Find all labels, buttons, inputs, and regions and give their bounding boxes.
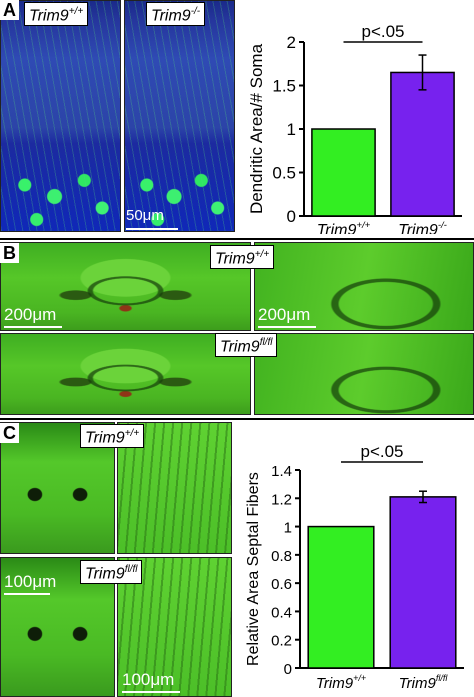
genotype-sup: fl/fl <box>124 564 138 575</box>
significance-label: p<.05 <box>361 22 404 41</box>
micrograph-a-knockout <box>124 0 235 232</box>
panel-letter-c: C <box>0 423 19 443</box>
category-label: Trim9-/- <box>398 220 447 234</box>
label-c-wildtype: Trim9+/+ <box>80 424 145 449</box>
category-label: Trim9+/+ <box>317 220 371 234</box>
category-label-sup: +/+ <box>353 673 366 683</box>
scale-label-c-top: 100μm <box>4 572 57 591</box>
category-label-base: Trim9 <box>317 222 357 234</box>
category-label-base: Trim9 <box>398 222 438 234</box>
y-tick-label: 1.2 <box>271 491 292 508</box>
label-text: Trim9 <box>85 565 125 583</box>
bar <box>307 525 375 669</box>
y-tick-label: 0.6 <box>271 576 292 593</box>
genotype-sup: +/+ <box>68 6 84 17</box>
y-tick-label: 1 <box>287 120 296 139</box>
brainslice-b-cko-coronal <box>0 333 251 415</box>
brainslice-b-cko-sagittal <box>254 333 474 415</box>
y-axis-label: Dendritic Area/# Soma <box>247 43 266 214</box>
brainslice-b-wt-coronal <box>0 242 251 331</box>
scale-label-c-bottom: 100μm <box>122 670 175 689</box>
scale-label-a: 50μm <box>126 207 164 224</box>
y-tick-label: 1.4 <box>271 463 292 480</box>
micrograph-a-wildtype <box>0 0 121 232</box>
panel-letter-b: B <box>0 243 19 263</box>
label-text: Trim9 <box>85 429 125 447</box>
septum-c-cko-high <box>117 557 232 697</box>
label-c-cko: Trim9fl/fl <box>80 560 143 585</box>
y-tick-label: 0.2 <box>271 633 292 650</box>
label-text: Trim9 <box>220 338 260 356</box>
category-label: Trim9fl/fl <box>399 673 449 692</box>
y-tick-label: 0.4 <box>271 604 292 621</box>
category-label: Trim9+/+ <box>316 673 366 692</box>
chart-septal-fibers: Relative Area Septal Fibers 0 0.2 0.4 0.6 0.8… <box>245 442 464 692</box>
category-label-base: Trim9 <box>316 675 354 692</box>
genotype-sup: +/+ <box>124 428 140 439</box>
y-tick-label: 1.5 <box>272 77 296 96</box>
bar <box>390 71 455 217</box>
y-tick-label: 2 <box>287 33 296 52</box>
label-a-wildtype: Trim9+/+ <box>24 2 89 27</box>
category-label-sup: -/- <box>438 220 447 231</box>
label-b-cko: Trim9fl/fl <box>215 333 278 358</box>
scale-label-b-left: 200μm <box>4 305 57 324</box>
y-tick-label: 1 <box>284 520 292 537</box>
panel-divider-bc <box>0 418 474 420</box>
y-tick-label: 0 <box>284 661 292 678</box>
label-b-wildtype: Trim9+/+ <box>210 245 275 270</box>
label-text: Trim9 <box>29 7 69 25</box>
genotype-sup: fl/fl <box>259 337 273 348</box>
scale-bar-c-bottom <box>122 691 180 693</box>
bar <box>389 496 457 669</box>
category-label-base: Trim9 <box>399 675 437 692</box>
significance-label: p<.05 <box>360 442 403 461</box>
bar <box>311 128 376 217</box>
category-label-sup: fl/fl <box>436 673 449 683</box>
panel-letter-a: A <box>0 0 19 20</box>
scale-bar-c-top <box>4 593 50 595</box>
label-text: Trim9 <box>151 7 191 25</box>
genotype-sup: -/- <box>190 6 201 17</box>
scale-label-b-right: 200μm <box>258 305 311 324</box>
y-tick-label: 0.8 <box>271 548 292 565</box>
y-axis-label: Relative Area Septal Fibers <box>245 472 262 666</box>
label-text: Trim9 <box>215 250 255 268</box>
y-tick-label: 0.5 <box>272 164 296 183</box>
scale-bar-a <box>126 228 178 230</box>
panel-divider-ab <box>0 238 474 240</box>
category-label-sup: +/+ <box>356 220 370 231</box>
label-a-knockout: Trim9-/- <box>146 2 206 27</box>
scale-bar-b-left <box>4 326 62 328</box>
scale-bar-b-right <box>258 326 316 328</box>
y-tick-label: 0 <box>287 207 296 226</box>
genotype-sup: +/+ <box>254 249 270 260</box>
